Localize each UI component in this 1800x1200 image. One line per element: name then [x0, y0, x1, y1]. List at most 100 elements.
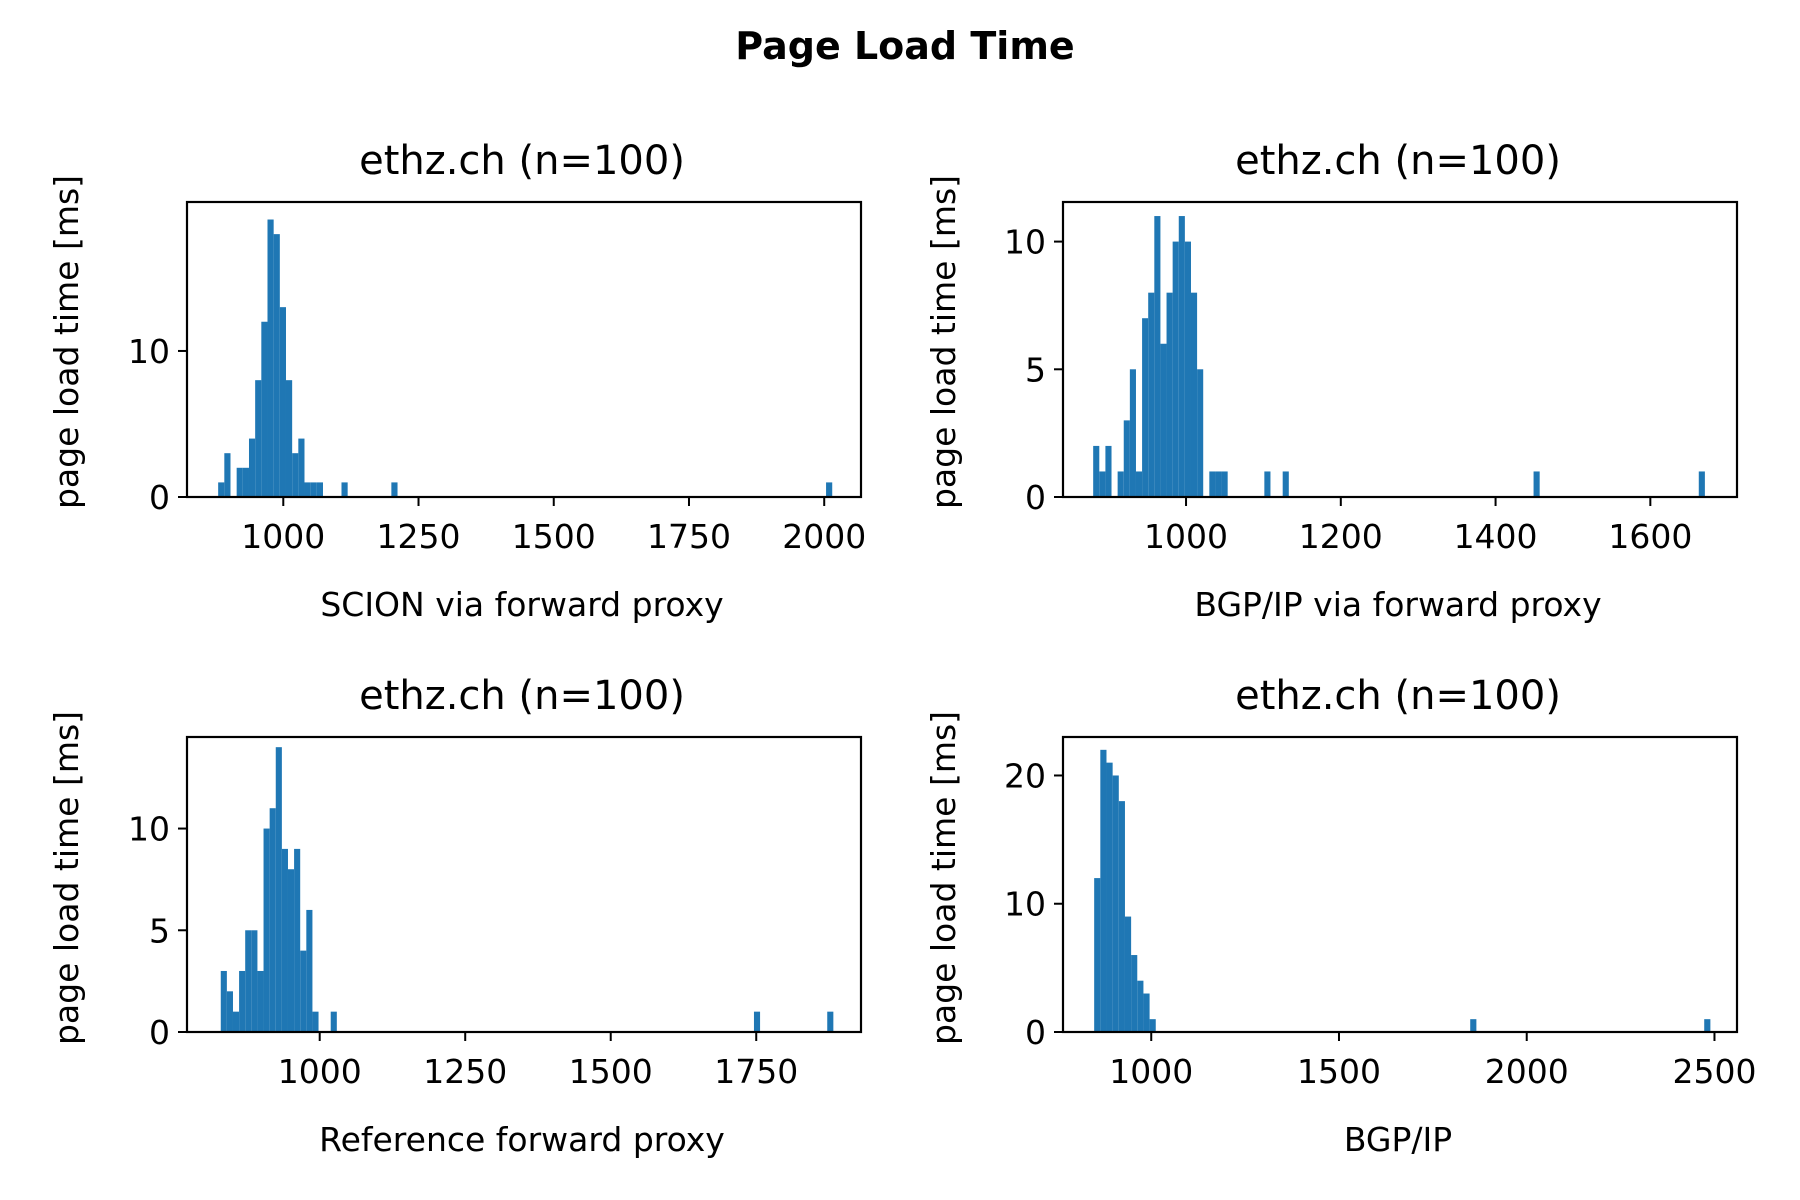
x-tick-label: 1600: [1608, 517, 1692, 556]
histogram-bar: [1124, 916, 1132, 1032]
histogram-bar: [269, 808, 276, 1032]
histogram-bar: [1137, 980, 1144, 1032]
histogram-bar: [1190, 292, 1198, 497]
x-axis-label: BGP/IP: [1344, 1120, 1452, 1159]
histogram-bar: [1143, 993, 1150, 1032]
axis-ticks: 1000 1200 1400 1600 0 5 10: [1004, 223, 1692, 556]
histogram-bars: [218, 219, 833, 497]
y-tick-label: 0: [1025, 478, 1046, 517]
histogram-bar: [1099, 471, 1106, 497]
histogram-bar: [1118, 801, 1125, 1032]
x-tick-label: 2500: [1672, 1052, 1756, 1091]
histogram-bar: [1264, 471, 1271, 497]
histogram-bar: [287, 869, 295, 1032]
panel-title: ethz.ch (n=100): [1235, 138, 1561, 184]
histogram-bar: [1129, 369, 1136, 497]
y-tick-label: 5: [1025, 350, 1046, 389]
histogram-bar: [1197, 369, 1204, 497]
histogram-bar: [1142, 318, 1149, 497]
x-axis-label: Reference forward proxy: [319, 1120, 725, 1159]
histogram-bar: [275, 747, 282, 1032]
histogram-bar: [257, 970, 264, 1032]
panel-bgp-ip-via-forward-proxy: ethz.ch (n=100) BGP/IP via forward proxy…: [924, 138, 1739, 624]
histogram-bar: [312, 1011, 319, 1032]
histogram-bar: [300, 950, 307, 1032]
x-tick-label: 1750: [647, 517, 731, 556]
histogram-bar: [242, 467, 249, 497]
y-axis-label: page load time [ms]: [924, 175, 963, 509]
histogram-bar: [1149, 1019, 1156, 1032]
y-tick-label: 0: [149, 478, 170, 517]
x-tick-label: 2000: [1485, 1052, 1569, 1091]
x-tick-label: 1750: [714, 1052, 798, 1091]
histogram-bar: [294, 848, 301, 1032]
x-tick-label: 1000: [278, 1052, 362, 1091]
y-axis-label: page load time [ms]: [47, 175, 86, 509]
histogram-bar: [1148, 292, 1155, 497]
x-tick-label: 1500: [569, 1052, 653, 1091]
histogram-bar: [226, 991, 233, 1032]
y-tick-label: 5: [149, 911, 170, 950]
histogram-bar: [310, 482, 317, 497]
histogram-bar: [1178, 216, 1185, 498]
histogram-bar: [316, 482, 323, 497]
histogram-bar: [232, 1011, 240, 1032]
axis-ticks: 1000 1250 1500 1750 0 5 10: [128, 810, 798, 1091]
histogram-bar: [1215, 471, 1222, 497]
histogram-bar: [218, 482, 225, 497]
histogram-bar: [1106, 762, 1113, 1032]
histogram-bar: [248, 438, 256, 497]
histogram-bar: [391, 482, 398, 497]
histogram-bar: [281, 848, 288, 1032]
histogram-bar: [341, 482, 348, 497]
axes-frame: [185, 200, 863, 499]
panel-title: ethz.ch (n=100): [359, 673, 685, 719]
x-tick-label: 1250: [423, 1052, 507, 1091]
axes-frame: [1061, 735, 1739, 1034]
histogram-bar: [306, 909, 313, 1032]
histogram-bar: [1160, 343, 1167, 497]
histogram-bar: [251, 930, 258, 1032]
histogram-bar: [298, 438, 305, 497]
histogram-bar: [1282, 471, 1289, 497]
histogram-bar: [1117, 471, 1124, 497]
histogram-bar: [255, 380, 262, 497]
histogram-bar: [1533, 471, 1540, 497]
histogram-bar: [1131, 955, 1138, 1032]
x-tick-label: 1500: [1297, 1052, 1381, 1091]
histogram-bar: [1154, 216, 1161, 498]
histogram-bar: [1135, 471, 1143, 497]
histogram-bar: [1470, 1019, 1477, 1032]
histogram-bar: [1123, 420, 1130, 497]
histogram-bar: [273, 234, 280, 497]
histogram-bar: [1093, 445, 1100, 497]
y-tick-label: 10: [128, 332, 170, 371]
x-tick-label: 1000: [241, 517, 325, 556]
y-tick-label: 10: [128, 810, 170, 849]
histogram-bar: [1184, 241, 1191, 497]
histogram-bar: [224, 453, 231, 497]
axis-ticks: 1000 1500 2000 2500 0 10 20: [1004, 756, 1756, 1091]
histogram-bar: [245, 930, 252, 1032]
panel-title: ethz.ch (n=100): [359, 138, 685, 184]
panel-title: ethz.ch (n=100): [1235, 673, 1561, 719]
x-tick-label: 1400: [1454, 517, 1538, 556]
histogram-bar: [220, 970, 227, 1032]
histogram-bar: [1094, 878, 1101, 1032]
x-tick-label: 1000: [1144, 517, 1228, 556]
panel-bgp-ip: ethz.ch (n=100) BGP/IP page load time [m…: [924, 673, 1756, 1159]
histogram-bar: [330, 1011, 337, 1032]
y-axis-label: page load time [ms]: [924, 711, 963, 1045]
y-tick-label: 10: [1004, 223, 1046, 262]
y-axis-label: page load time [ms]: [47, 711, 86, 1045]
histogram-bar: [1112, 775, 1119, 1032]
histogram-bar: [1698, 471, 1705, 497]
histogram-bar: [827, 1011, 834, 1032]
histogram-bar: [239, 970, 246, 1032]
x-axis-label: SCION via forward proxy: [320, 585, 723, 624]
axes-frame: [185, 735, 863, 1034]
y-tick-label: 0: [149, 1013, 170, 1052]
histogram-bar: [1100, 749, 1107, 1032]
panel-scion-via-forward-proxy: ethz.ch (n=100) SCION via forward proxy …: [47, 138, 866, 624]
y-tick-label: 0: [1025, 1013, 1046, 1052]
